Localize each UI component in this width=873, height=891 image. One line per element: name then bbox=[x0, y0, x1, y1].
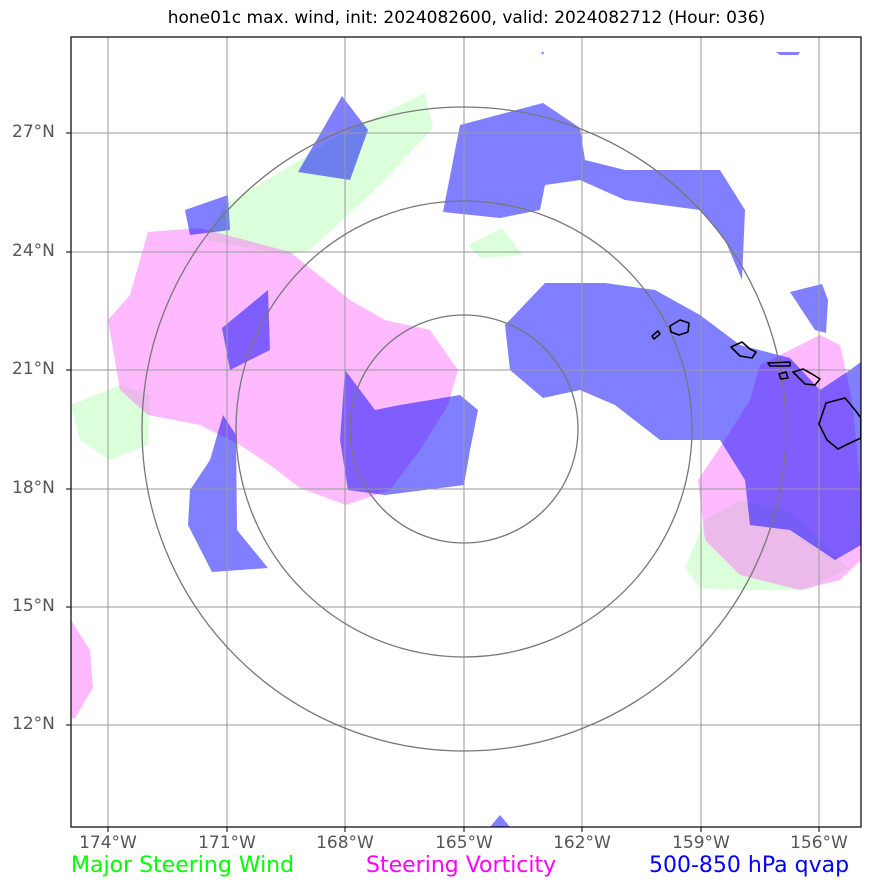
kauai-coast bbox=[669, 319, 690, 336]
qvap-area-north bbox=[443, 103, 745, 280]
oahu-coast bbox=[730, 341, 757, 359]
legend-steering-vorticity: Steering Vorticity bbox=[366, 853, 557, 878]
legend-steering-wind: Major Steering Wind bbox=[71, 853, 295, 878]
qvap-area-south-edge bbox=[490, 815, 510, 827]
qvap-area-northwest bbox=[298, 96, 368, 180]
niihau-coast bbox=[651, 330, 661, 340]
qvap-area-center bbox=[340, 370, 478, 495]
legend-qvap: 500-850 hPa qvap bbox=[649, 853, 850, 878]
lat-tick-label: 21°N bbox=[12, 359, 55, 379]
qvap-area-top-speck bbox=[776, 52, 800, 55]
qvap-area-east bbox=[505, 283, 861, 560]
lon-tick-label: 162°W bbox=[553, 833, 611, 853]
vorticity-area-west-edge bbox=[71, 620, 93, 718]
range-rings bbox=[141, 106, 787, 752]
lon-tick-label: 174°W bbox=[79, 833, 137, 853]
range-ring-outer bbox=[141, 106, 787, 752]
maui-coast bbox=[792, 368, 821, 386]
qvap-layer bbox=[185, 52, 861, 827]
coastlines bbox=[651, 319, 861, 450]
lat-tick-label: 24°N bbox=[12, 241, 55, 261]
lat-tick-label: 27°N bbox=[12, 122, 55, 142]
qvap-area-west-box bbox=[222, 290, 270, 370]
lon-tick-label: 156°W bbox=[790, 833, 848, 853]
range-ring-middle bbox=[235, 200, 693, 658]
lat-tick-label: 15°N bbox=[12, 596, 55, 616]
lanai-coast bbox=[778, 371, 789, 380]
wind-area-west bbox=[71, 385, 150, 460]
wind-area-center bbox=[468, 228, 523, 258]
tick-marks bbox=[66, 132, 820, 832]
lat-tick-label: 18°N bbox=[12, 478, 55, 498]
qvap-area-top-dot bbox=[541, 52, 544, 55]
chart-title: hone01c max. wind, init: 2024082600, val… bbox=[167, 8, 766, 28]
lon-tick-label: 165°W bbox=[435, 833, 493, 853]
molokai-coast bbox=[767, 361, 791, 367]
big-island-coast bbox=[818, 397, 861, 450]
qvap-area-far-west bbox=[185, 195, 230, 235]
lon-tick-label: 171°W bbox=[198, 833, 256, 853]
lon-tick-label: 168°W bbox=[316, 833, 374, 853]
wind-area-southeast bbox=[685, 500, 848, 590]
range-ring-inner bbox=[349, 314, 579, 544]
gridlines bbox=[71, 37, 861, 827]
plot-frame bbox=[70, 36, 862, 828]
lat-tick-label: 12°N bbox=[12, 714, 55, 734]
qvap-area-southwest bbox=[188, 415, 268, 572]
lon-tick-label: 159°W bbox=[672, 833, 730, 853]
